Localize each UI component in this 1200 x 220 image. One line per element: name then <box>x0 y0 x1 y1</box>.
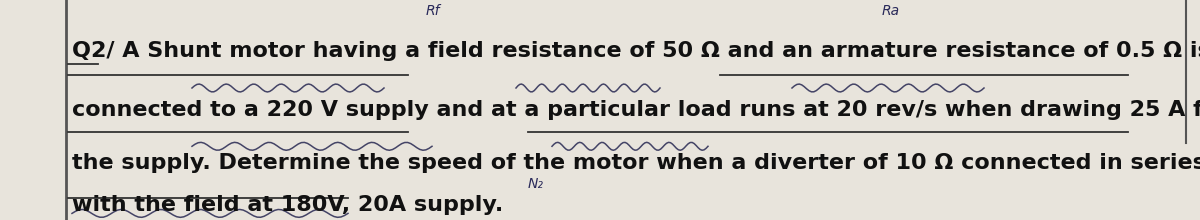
Text: with the field at 180V, 20A supply.: with the field at 180V, 20A supply. <box>72 195 503 214</box>
Text: Ra: Ra <box>882 4 900 18</box>
Text: connected to a 220 V supply and at a particular load runs at 20 rev/s when drawi: connected to a 220 V supply and at a par… <box>72 100 1200 120</box>
Text: Q2/ A Shunt motor having a field resistance of 50 Ω and an armature resistance o: Q2/ A Shunt motor having a field resista… <box>72 41 1200 61</box>
Text: Rf: Rf <box>426 4 440 18</box>
Text: N₂: N₂ <box>528 177 544 191</box>
Text: the supply. Determine the speed of the motor when a diverter of 10 Ω connected i: the supply. Determine the speed of the m… <box>72 153 1200 173</box>
